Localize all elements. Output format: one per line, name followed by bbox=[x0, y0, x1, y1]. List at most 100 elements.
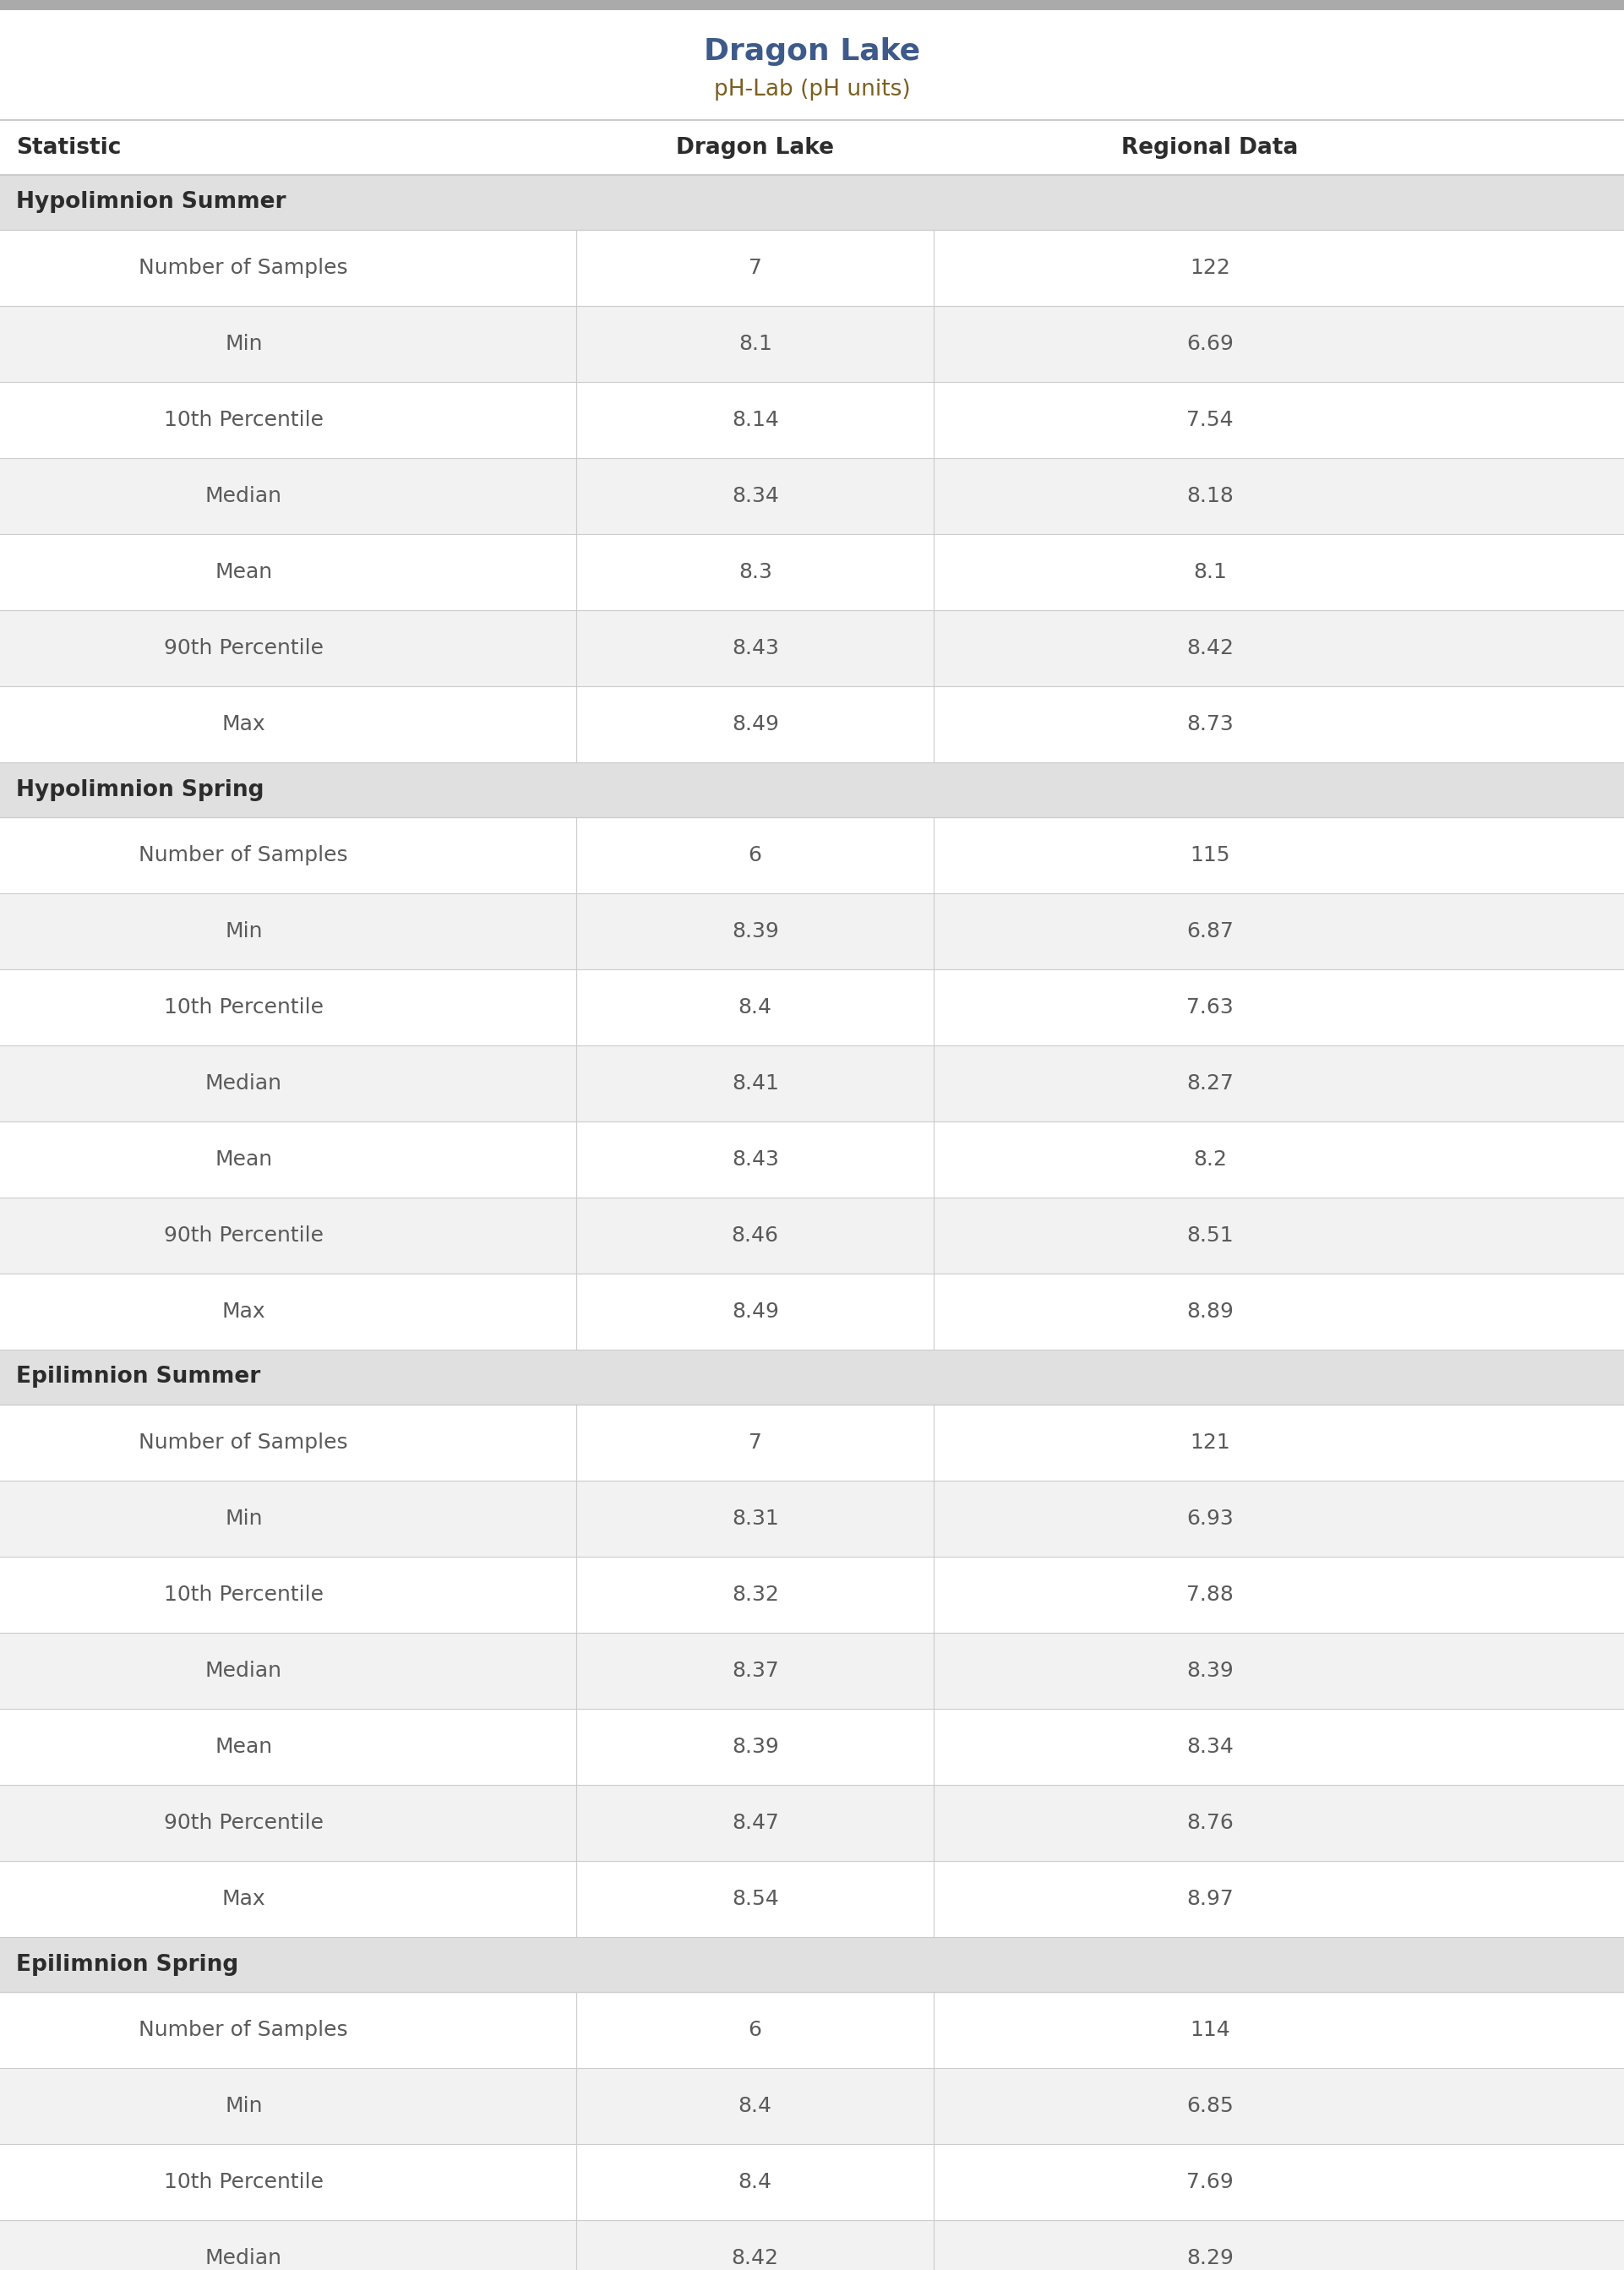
Bar bbox=[0, 229, 1624, 306]
Text: 6: 6 bbox=[749, 844, 762, 865]
Text: 8.43: 8.43 bbox=[731, 638, 780, 658]
Bar bbox=[0, 1351, 1624, 1405]
Text: 6.93: 6.93 bbox=[1186, 1510, 1234, 1528]
Text: Median: Median bbox=[205, 1074, 283, 1094]
Text: 7.54: 7.54 bbox=[1187, 411, 1233, 431]
Text: Number of Samples: Number of Samples bbox=[140, 1432, 348, 1453]
Text: Min: Min bbox=[224, 1510, 263, 1528]
Text: 10th Percentile: 10th Percentile bbox=[164, 1584, 323, 1605]
Text: Mean: Mean bbox=[214, 563, 273, 583]
Text: Hypolimnion Spring: Hypolimnion Spring bbox=[16, 779, 265, 801]
Text: Dragon Lake: Dragon Lake bbox=[676, 136, 835, 159]
Text: 8.49: 8.49 bbox=[731, 715, 780, 735]
Text: Max: Max bbox=[222, 715, 265, 735]
Text: 8.97: 8.97 bbox=[1186, 1889, 1234, 1909]
Text: Number of Samples: Number of Samples bbox=[140, 844, 348, 865]
Text: 8.41: 8.41 bbox=[731, 1074, 780, 1094]
Text: Median: Median bbox=[205, 486, 283, 506]
Bar bbox=[0, 817, 1624, 894]
Text: Number of Samples: Number of Samples bbox=[140, 2020, 348, 2041]
Text: 6: 6 bbox=[749, 2020, 762, 2041]
Text: 8.39: 8.39 bbox=[731, 922, 780, 942]
Text: 10th Percentile: 10th Percentile bbox=[164, 2172, 323, 2193]
Bar bbox=[0, 1273, 1624, 1351]
Text: 8.32: 8.32 bbox=[731, 1584, 780, 1605]
Bar bbox=[0, 1861, 1624, 1936]
Text: 10th Percentile: 10th Percentile bbox=[164, 411, 323, 431]
Bar bbox=[0, 306, 1624, 381]
Text: 8.4: 8.4 bbox=[739, 2095, 771, 2116]
Bar bbox=[0, 1632, 1624, 1709]
Text: 8.39: 8.39 bbox=[1186, 1662, 1234, 1682]
Text: 8.89: 8.89 bbox=[1186, 1301, 1234, 1321]
Bar bbox=[0, 763, 1624, 817]
Bar bbox=[0, 1121, 1624, 1199]
Text: 7.69: 7.69 bbox=[1186, 2172, 1234, 2193]
Text: 122: 122 bbox=[1190, 259, 1229, 277]
Text: Min: Min bbox=[224, 2095, 263, 2116]
Text: Max: Max bbox=[222, 1889, 265, 1909]
Text: Number of Samples: Number of Samples bbox=[140, 259, 348, 277]
Text: 6.87: 6.87 bbox=[1186, 922, 1234, 942]
Bar bbox=[0, 1993, 1624, 2068]
Text: 8.43: 8.43 bbox=[731, 1149, 780, 1169]
Text: 8.14: 8.14 bbox=[731, 411, 780, 431]
Text: Mean: Mean bbox=[214, 1149, 273, 1169]
Bar bbox=[0, 686, 1624, 763]
Text: Regional Data: Regional Data bbox=[1122, 136, 1298, 159]
Text: Epilimnion Summer: Epilimnion Summer bbox=[16, 1367, 260, 1389]
Text: Max: Max bbox=[222, 1301, 265, 1321]
Text: 7: 7 bbox=[749, 259, 762, 277]
Bar bbox=[0, 1199, 1624, 1273]
Text: 8.42: 8.42 bbox=[1186, 638, 1234, 658]
Bar bbox=[0, 459, 1624, 533]
Bar bbox=[0, 1784, 1624, 1861]
Bar bbox=[0, 611, 1624, 686]
Bar bbox=[0, 175, 1624, 229]
Bar bbox=[0, 894, 1624, 969]
Text: Min: Min bbox=[224, 334, 263, 354]
Text: 8.4: 8.4 bbox=[739, 2172, 771, 2193]
Text: Median: Median bbox=[205, 2247, 283, 2268]
Text: Min: Min bbox=[224, 922, 263, 942]
Bar bbox=[0, 533, 1624, 611]
Text: 10th Percentile: 10th Percentile bbox=[164, 997, 323, 1017]
Bar bbox=[0, 1936, 1624, 1993]
Text: 8.18: 8.18 bbox=[1186, 486, 1234, 506]
Text: 8.49: 8.49 bbox=[731, 1301, 780, 1321]
Text: 8.37: 8.37 bbox=[731, 1662, 780, 1682]
Text: 7.63: 7.63 bbox=[1186, 997, 1234, 1017]
Text: 8.46: 8.46 bbox=[731, 1226, 780, 1246]
Text: 8.76: 8.76 bbox=[1186, 1814, 1234, 1834]
Text: 8.73: 8.73 bbox=[1186, 715, 1234, 735]
Text: Hypolimnion Summer: Hypolimnion Summer bbox=[16, 191, 286, 213]
Bar bbox=[0, 1557, 1624, 1632]
Bar bbox=[0, 1480, 1624, 1557]
Text: 8.39: 8.39 bbox=[731, 1737, 780, 1757]
Text: 8.31: 8.31 bbox=[731, 1510, 780, 1528]
Text: 8.47: 8.47 bbox=[731, 1814, 780, 1834]
Text: 8.34: 8.34 bbox=[731, 486, 780, 506]
Bar bbox=[0, 969, 1624, 1046]
Text: 114: 114 bbox=[1190, 2020, 1229, 2041]
Text: 90th Percentile: 90th Percentile bbox=[164, 1226, 323, 1246]
Text: 8.2: 8.2 bbox=[1194, 1149, 1226, 1169]
Text: 7.88: 7.88 bbox=[1186, 1584, 1234, 1605]
Text: Dragon Lake: Dragon Lake bbox=[703, 39, 921, 66]
Text: Statistic: Statistic bbox=[16, 136, 122, 159]
Text: 8.29: 8.29 bbox=[1186, 2247, 1234, 2268]
Text: Epilimnion Spring: Epilimnion Spring bbox=[16, 1954, 239, 1975]
Text: 8.1: 8.1 bbox=[739, 334, 771, 354]
Text: 8.1: 8.1 bbox=[1194, 563, 1226, 583]
Text: 121: 121 bbox=[1190, 1432, 1229, 1453]
Text: 8.51: 8.51 bbox=[1187, 1226, 1233, 1246]
Text: 115: 115 bbox=[1190, 844, 1229, 865]
Text: 6.85: 6.85 bbox=[1186, 2095, 1234, 2116]
Text: Median: Median bbox=[205, 1662, 283, 1682]
Text: 8.4: 8.4 bbox=[739, 997, 771, 1017]
Bar bbox=[0, 1709, 1624, 1784]
Text: 8.27: 8.27 bbox=[1186, 1074, 1234, 1094]
Bar bbox=[0, 1046, 1624, 1121]
Text: pH-Lab (pH units): pH-Lab (pH units) bbox=[713, 77, 911, 100]
Bar bbox=[0, 2145, 1624, 2220]
